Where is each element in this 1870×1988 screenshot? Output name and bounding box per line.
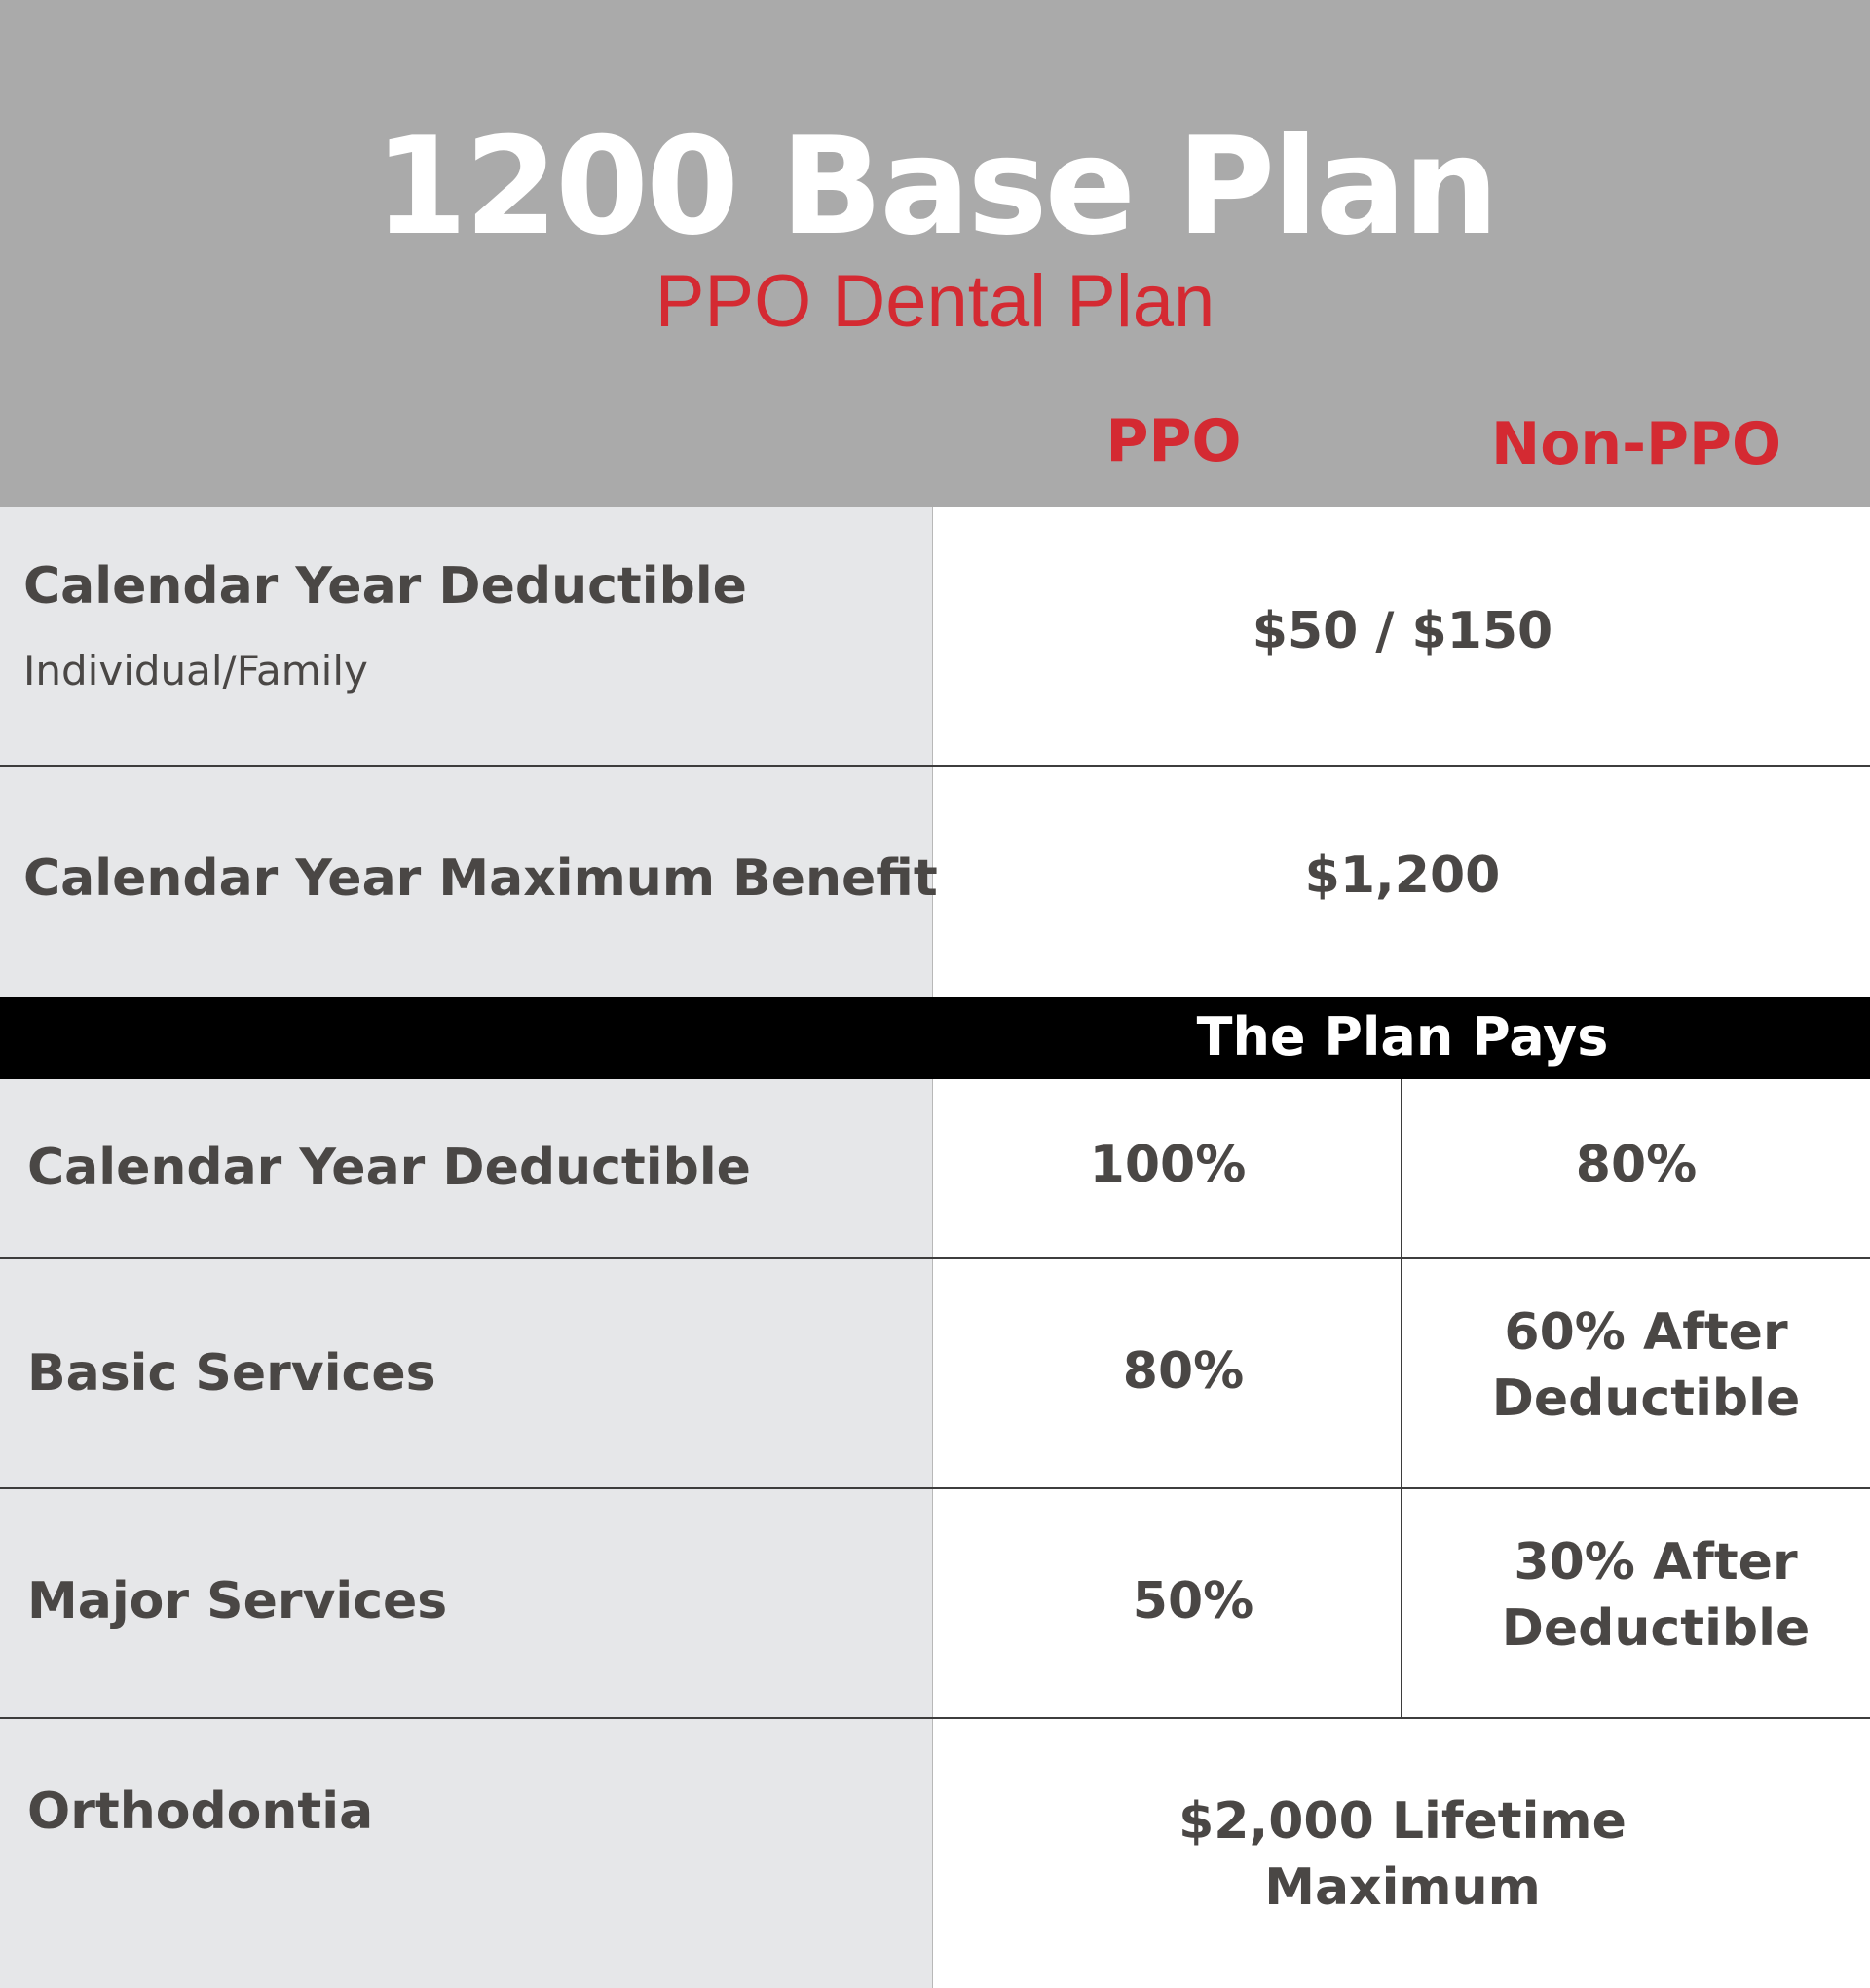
row-value: $1,200 (1304, 846, 1501, 905)
table-row-major-services: Major Services 50% 30% After Deductible (0, 1489, 1870, 1717)
ppo-value: 80% (1122, 1342, 1245, 1401)
plan-title: 1200 Base Plan (373, 108, 1499, 265)
row-divider (0, 1257, 1870, 1259)
non-ppo-value-line2: Deductible (1501, 1599, 1811, 1658)
column-header-ppo: PPO (1105, 407, 1242, 475)
row-divider (0, 1487, 1870, 1489)
table-row-deductible-coverage: Calendar Year Deductible 100% 80% (0, 1079, 1870, 1258)
table-row-basic-services: Basic Services 80% 60% After Deductible (0, 1259, 1870, 1487)
row-label-cell: Major Services (0, 1489, 933, 1717)
row-divider (0, 765, 1870, 767)
row-label-cell: Calendar Year Deductible Individual/Fami… (0, 507, 933, 766)
non-ppo-value-line1: 30% After (1514, 1533, 1798, 1592)
orthodontia-value-line1: $2,000 Lifetime (1178, 1792, 1627, 1851)
ppo-value: 100% (1089, 1136, 1247, 1194)
column-divider (1401, 1079, 1402, 1718)
column-header-non-ppo: Non-PPO (1490, 410, 1781, 478)
non-ppo-value-line2: Deductible (1491, 1369, 1801, 1428)
row-value: $50 / $150 (1252, 602, 1553, 660)
table-row-orthodontia: Orthodontia $2,000 Lifetime Maximum (0, 1719, 1870, 1988)
ppo-value: 50% (1132, 1572, 1254, 1631)
row-label: Major Services (27, 1572, 448, 1631)
orthodontia-value-line2: Maximum (1264, 1858, 1541, 1917)
row-label: Calendar Year Deductible (23, 557, 747, 616)
non-ppo-value-line1: 60% After (1504, 1303, 1788, 1362)
row-label-cell: Calendar Year Deductible (0, 1079, 933, 1258)
plan-header: 1200 Base Plan PPO Dental Plan PPO Non-P… (0, 0, 1870, 507)
row-label-cell: Basic Services (0, 1259, 933, 1487)
table-row-maximum-benefit: Calendar Year Maximum Benefit $1,200 (0, 767, 1870, 997)
row-sublabel: Individual/Family (23, 647, 368, 694)
plan-pays-band: The Plan Pays (0, 997, 1870, 1079)
table-row-deductible-amount: Calendar Year Deductible Individual/Fami… (0, 507, 1870, 766)
row-label: Calendar Year Deductible (27, 1139, 751, 1197)
plan-pays-label: The Plan Pays (1196, 1006, 1609, 1068)
row-label: Basic Services (27, 1344, 436, 1403)
row-label: Orthodontia (27, 1782, 374, 1841)
row-label-cell: Orthodontia (0, 1719, 933, 1988)
row-label-cell: Calendar Year Maximum Benefit (0, 767, 938, 997)
row-divider (0, 1717, 1870, 1719)
plan-subtitle: PPO Dental Plan (654, 260, 1216, 343)
non-ppo-value: 80% (1575, 1136, 1698, 1194)
row-label: Calendar Year Maximum Benefit (23, 849, 938, 908)
